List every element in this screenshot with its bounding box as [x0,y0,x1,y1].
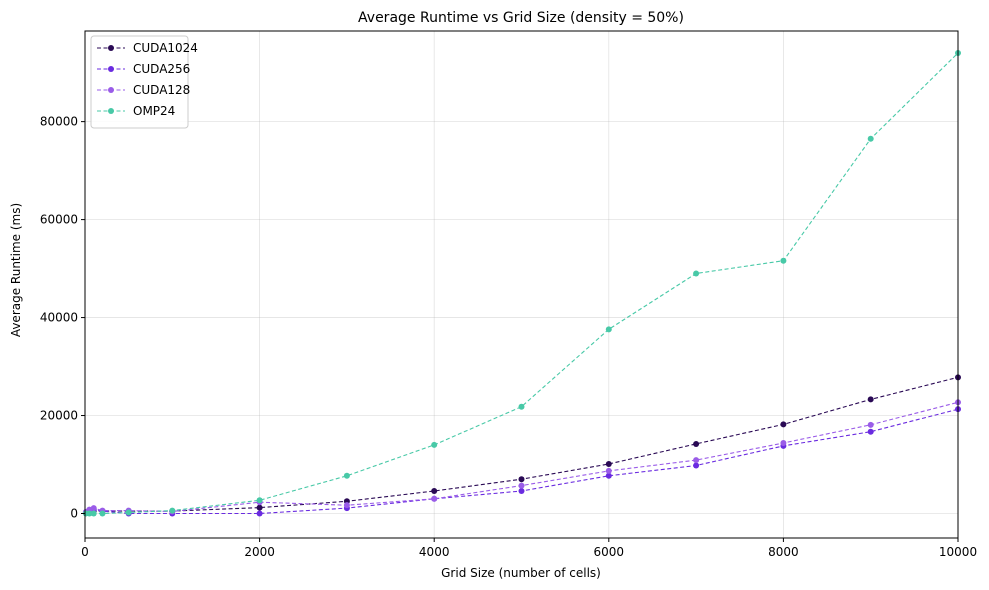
data-point-cuda1024 [693,440,700,447]
y-tick-label: 0 [70,507,78,521]
legend-marker-cuda128 [108,87,114,93]
data-point-cuda1024 [256,504,263,511]
data-point-cuda128 [867,421,874,428]
y-tick-label: 40000 [40,311,78,325]
x-axis-label: Grid Size (number of cells) [441,566,601,580]
data-point-omp24 [99,510,106,517]
data-point-cuda256 [867,428,874,435]
data-point-cuda256 [256,510,263,517]
chart-title: Average Runtime vs Grid Size (density = … [358,10,684,26]
y-axis-label: Average Runtime (ms) [9,203,23,337]
x-tick-label: 6000 [594,545,625,559]
legend: CUDA1024 CUDA256 CUDA128 OMP24 [90,35,198,129]
data-point-cuda128 [780,439,787,446]
data-point-omp24 [256,497,263,504]
data-point-cuda256 [693,462,700,469]
data-point-cuda1024 [431,487,438,494]
data-point-cuda1024 [605,461,612,468]
data-point-omp24 [343,472,350,479]
legend-label-cuda128: CUDA128 [133,83,190,97]
x-tick-label: 0 [81,545,89,559]
x-tick-label: 4000 [419,545,450,559]
data-point-omp24 [780,257,787,264]
data-point-omp24 [86,510,93,517]
data-point-cuda128 [605,467,612,474]
data-point-cuda128 [518,482,525,489]
y-tick-label: 60000 [40,213,78,227]
data-point-cuda1024 [867,396,874,403]
data-point-cuda256 [518,487,525,494]
data-point-omp24 [125,509,132,516]
data-point-cuda128 [431,495,438,502]
data-point-cuda1024 [518,476,525,483]
grid-lines [84,31,959,538]
data-point-omp24 [693,270,700,277]
data-point-cuda128 [343,502,350,509]
legend-label-cuda1024: CUDA1024 [133,41,198,55]
plot-frame [84,30,959,539]
series-omp24 [82,50,961,517]
legend-label-cuda256: CUDA256 [133,62,190,76]
legend-marker-cuda256 [108,66,114,72]
data-point-omp24 [169,507,176,514]
legend-marker-cuda1024 [108,45,114,51]
data-point-cuda256 [605,472,612,479]
series-layer [82,50,961,517]
legend-label-omp24: OMP24 [133,104,175,118]
x-tick-label: 2000 [244,545,275,559]
data-point-omp24 [518,403,525,410]
legend-box [90,35,189,129]
axis-ticks: 0 2000 4000 6000 8000 10000 0 20000 40000 60000 80… [40,115,977,559]
data-point-omp24 [431,441,438,448]
x-tick-label: 8000 [768,545,799,559]
y-tick-label: 20000 [40,409,78,423]
data-point-cuda1024 [780,421,787,428]
data-point-omp24 [867,135,874,142]
x-tick-label: 10000 [939,545,977,559]
data-point-omp24 [90,510,97,517]
legend-marker-omp24 [108,108,114,114]
data-point-omp24 [605,326,612,333]
data-point-cuda128 [693,457,700,464]
y-tick-label: 80000 [40,115,78,129]
data-point-cuda128 [90,505,97,512]
